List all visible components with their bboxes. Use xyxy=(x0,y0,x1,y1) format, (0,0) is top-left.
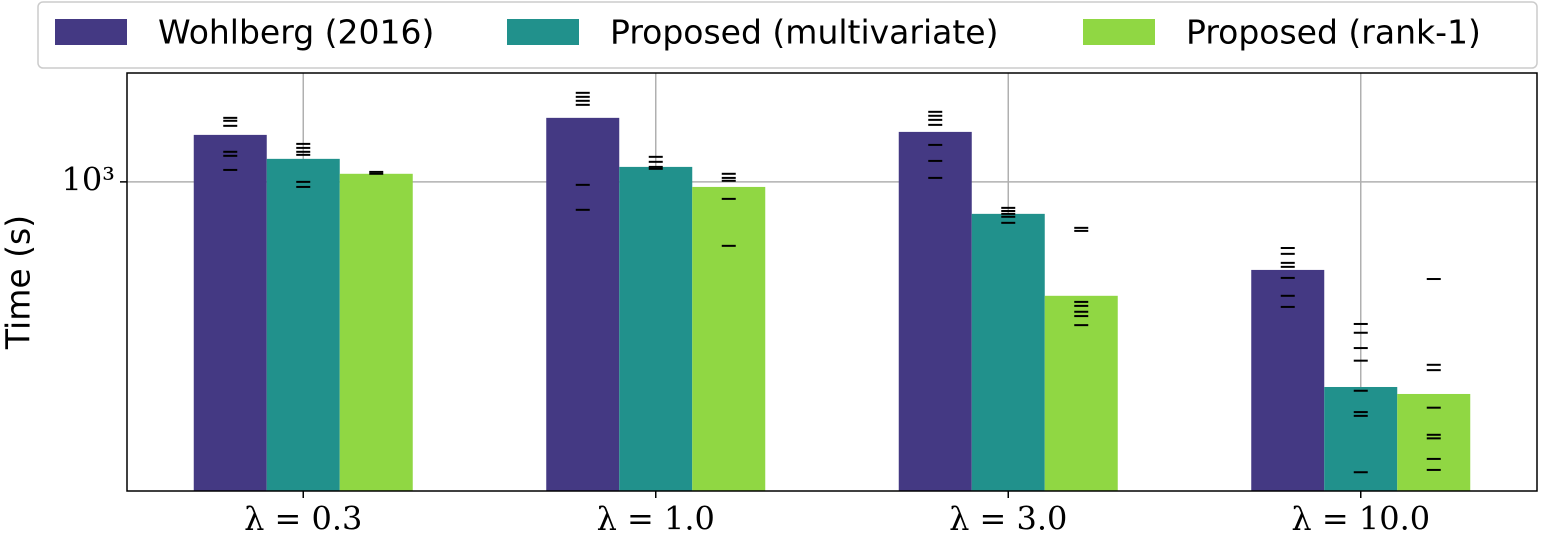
bar xyxy=(619,166,693,491)
bar xyxy=(898,131,972,491)
legend-swatch xyxy=(507,19,579,45)
x-tick-label: λ = 3.0 xyxy=(949,500,1067,535)
bar xyxy=(971,213,1045,491)
legend-label: Proposed (multivariate) xyxy=(610,13,998,52)
bar xyxy=(1251,269,1325,491)
x-tick-label: λ = 0.3 xyxy=(244,500,362,535)
bar xyxy=(546,117,620,492)
legend-label: Proposed (rank-1) xyxy=(1186,13,1481,52)
y-tick-label: 10³ xyxy=(61,160,115,198)
x-tick-label: λ = 1.0 xyxy=(597,500,715,535)
bar xyxy=(692,186,766,491)
y-axis-label: Time (s) xyxy=(0,215,38,350)
legend-label: Wohlberg (2016) xyxy=(158,13,434,52)
bar xyxy=(193,134,267,492)
x-tick-label: λ = 10.0 xyxy=(1291,500,1430,535)
bar xyxy=(339,173,413,492)
bar xyxy=(1324,386,1398,491)
bar xyxy=(266,158,340,491)
plot-frame xyxy=(126,72,1538,492)
bar xyxy=(1044,295,1118,491)
legend-box xyxy=(37,1,1538,69)
legend-swatch xyxy=(55,19,127,45)
bar xyxy=(1397,393,1471,491)
legend-swatch xyxy=(1083,19,1155,45)
